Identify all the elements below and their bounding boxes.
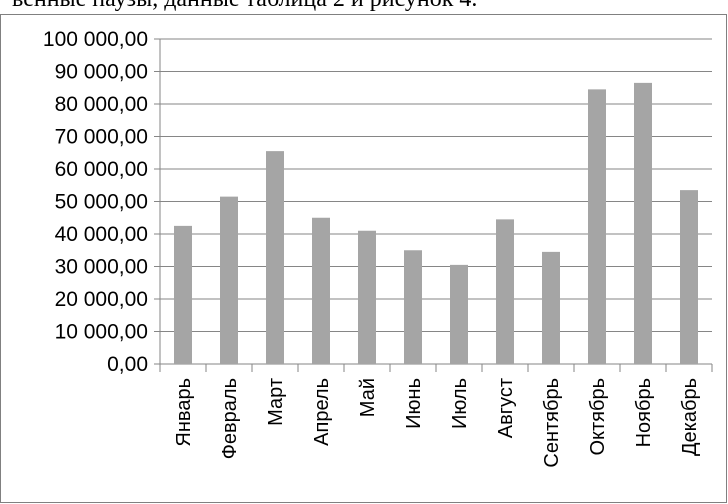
y-tick-label: 90 000,00 [55, 61, 148, 84]
y-tick-label: 0,00 [107, 353, 148, 376]
y-tick-labels: 0,00 10 000,00 20 000,00 30 000,00 40 000,00… [43, 28, 148, 376]
x-tick-label: Март [265, 378, 287, 426]
bar-9 [542, 251, 560, 364]
bar-8 [496, 219, 514, 364]
bar-11 [634, 82, 652, 364]
x-tick-label: Январь [173, 378, 195, 447]
x-tick-label: Июль [449, 378, 471, 429]
x-tick-label: Октябрь [587, 378, 609, 456]
bar-2 [220, 196, 238, 364]
bar-10 [588, 89, 606, 364]
y-tick-label: 30 000,00 [55, 256, 148, 279]
bar-7 [450, 264, 468, 364]
y-tick-label: 100 000,00 [43, 28, 148, 51]
x-tick-label: Декабрь [679, 378, 701, 456]
x-tick-label: Апрель [311, 378, 333, 446]
y-tick-label: 20 000,00 [55, 288, 148, 311]
x-tick-label: Июнь [403, 378, 425, 429]
preceding-document-text: венные паузы, данные таблица 2 и рисунок… [0, 0, 728, 16]
y-tick-label: 50 000,00 [55, 191, 148, 214]
bar-3 [266, 151, 284, 364]
y-tick-label: 70 000,00 [55, 126, 148, 149]
y-tick-label: 40 000,00 [55, 223, 148, 246]
y-tick-label: 10 000,00 [55, 321, 148, 344]
gridlines [160, 38, 712, 332]
x-tick-label: Февраль [219, 378, 241, 459]
x-tick-labels: Январь Февраль Март Апрель Май Июнь Июль Август… [173, 378, 701, 468]
bar-5 [358, 230, 376, 364]
x-tick-label: Май [357, 378, 379, 417]
bar-6 [404, 250, 422, 364]
bar-4 [312, 217, 330, 364]
x-tick-label: Август [495, 378, 517, 438]
bar-1 [174, 225, 192, 364]
x-tick-label: Ноябрь [633, 378, 655, 447]
bar-12 [680, 190, 698, 364]
y-tick-label: 80 000,00 [55, 93, 148, 116]
axes [154, 38, 713, 372]
x-tick-label: Сентябрь [541, 378, 563, 468]
y-tick-label: 60 000,00 [55, 158, 148, 181]
bars [174, 82, 698, 364]
